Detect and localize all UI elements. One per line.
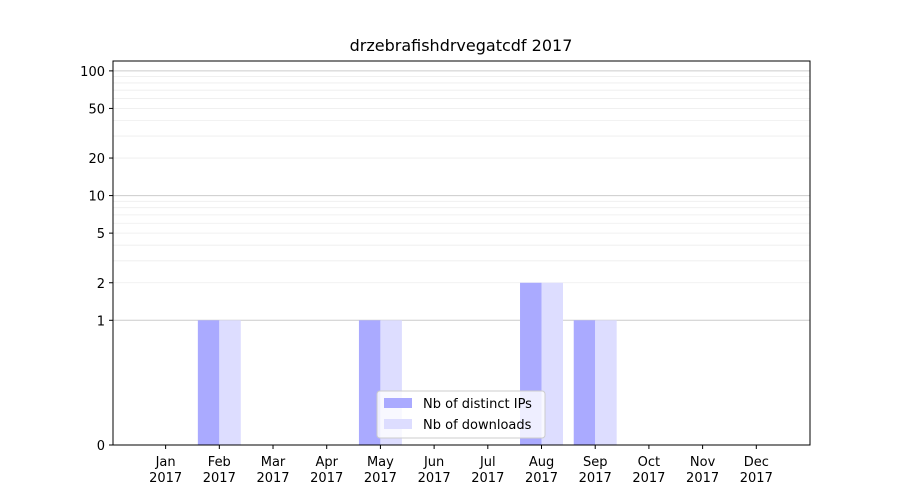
legend-label-distinct-ips: Nb of distinct IPs [423,397,532,412]
y-tick-label: 2 [97,277,105,292]
chart-title: drzebrafishdrvegatcdf 2017 [350,36,573,55]
y-tick-label: 5 [97,227,105,242]
bar-distinct-ips-1 [197,320,220,445]
y-tick-label: 1 [97,314,105,329]
x-tick-label: Feb 2017 [203,455,236,486]
legend-box [376,390,546,439]
x-tick-label: Sep 2017 [579,455,612,486]
y-axis: 0 1 2 5 10 20 50 100 [80,65,113,454]
x-tick-label: Aug 2017 [525,455,558,486]
legend: Nb of distinct IPs Nb of downloads [376,390,546,439]
grid-lines [113,70,810,321]
y-tick-label: 10 [88,190,105,205]
x-tick-label: Oct 2017 [632,455,665,486]
plot-frame [112,60,811,446]
bar-downloads-7 [541,282,563,445]
bar-distinct-ips-4 [358,320,381,445]
x-tick-label: Apr 2017 [310,455,343,486]
x-tick-label: Jan 2017 [149,455,182,486]
y-tick-label: 0 [97,439,105,454]
y-tick-label: 50 [88,102,105,117]
y-tick-label: 20 [88,152,105,167]
y-tick-label: 100 [80,65,105,80]
bar-distinct-ips-8 [573,320,596,445]
bar-downloads-8 [595,320,617,445]
bar-downloads-1 [219,320,241,445]
x-tick-label: Mar 2017 [256,455,289,486]
legend-label-downloads: Nb of downloads [423,418,532,433]
x-axis: Jan 2017 Feb 2017 Mar 2017 Apr 2017 May 2017 Jun 20… [149,445,773,486]
x-tick-label: Jun 2017 [418,455,451,486]
x-tick-label: Dec 2017 [740,455,773,486]
legend-swatch-distinct-ips [384,398,412,408]
x-tick-label: Jul 2017 [471,455,504,486]
x-tick-label: Nov 2017 [686,455,719,486]
x-tick-label: May 2017 [364,455,397,486]
legend-swatch-downloads [384,419,412,429]
